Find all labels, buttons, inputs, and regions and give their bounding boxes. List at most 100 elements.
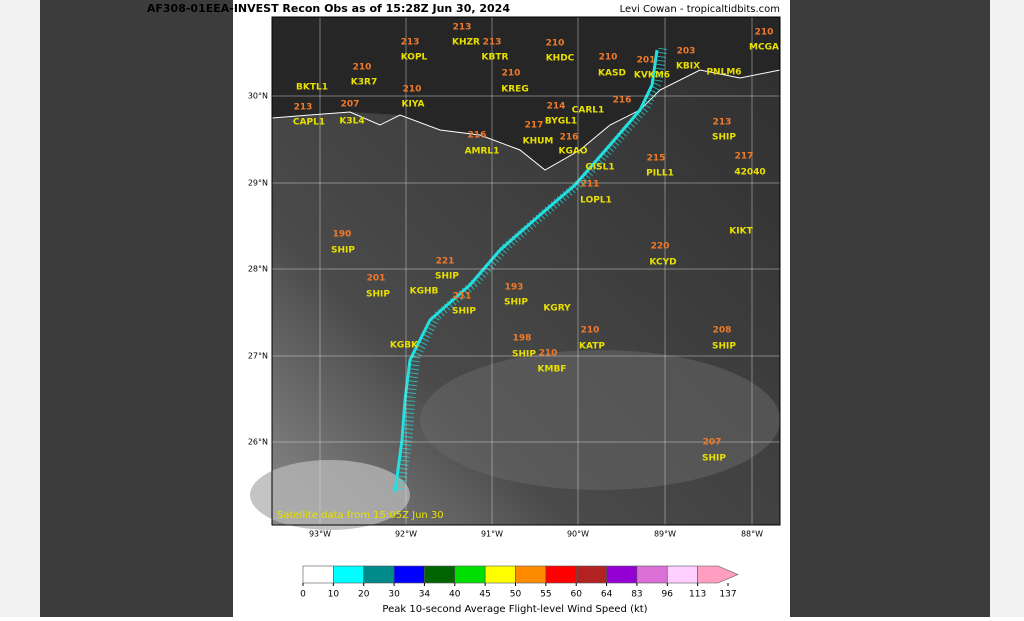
station-value: 213 <box>294 103 313 113</box>
station-name: KGHB <box>410 287 439 297</box>
station-value: 216 <box>613 96 632 106</box>
colorbar-tick-label: 10 <box>328 590 340 600</box>
station-value: 203 <box>677 47 696 57</box>
station-value: 210 <box>539 349 558 359</box>
station-value: 213 <box>483 38 502 48</box>
colorbar-segment <box>333 565 365 584</box>
station-name: KBTR <box>482 53 509 63</box>
station-name: SHIP <box>504 298 528 308</box>
station-name: SHIP <box>331 246 355 256</box>
station-value: 215 <box>647 154 666 164</box>
colorbar-segment <box>636 565 668 584</box>
lat-label: 29°N <box>248 179 268 188</box>
station-value: 201 <box>637 56 656 66</box>
colorbar-tick-label: 60 <box>570 590 582 600</box>
station-name: K3L4 <box>339 117 364 127</box>
station-value: 217 <box>525 121 544 131</box>
colorbar-segment <box>575 565 607 584</box>
colorbar-segment <box>363 565 395 584</box>
station-value: 210 <box>581 326 600 336</box>
blur-left <box>40 0 233 617</box>
station-value: 213 <box>453 23 472 33</box>
station-value: 210 <box>502 69 521 79</box>
wind-barbs <box>396 46 668 490</box>
title: AF308-01EEA-INVEST Recon Obs as of 15:28… <box>147 2 510 15</box>
station-value: 210 <box>755 28 774 38</box>
station-name: KBIX <box>676 62 700 72</box>
station-name: 42040 <box>734 168 765 178</box>
station-value: 211 <box>453 292 472 302</box>
colorbar-segment <box>697 565 739 584</box>
station-name: BKTL1 <box>296 83 328 93</box>
land <box>272 17 780 170</box>
station-value: 207 <box>703 438 722 448</box>
colorbar-segment <box>606 565 638 584</box>
lat-label: 28°N <box>248 265 268 274</box>
station-value: 214 <box>547 102 566 112</box>
station-name: PILL1 <box>646 169 674 179</box>
lon-label: 92°W <box>395 530 417 539</box>
station-name: KIKT <box>729 227 753 237</box>
cloud <box>420 350 780 490</box>
station-name: KGAO <box>559 147 588 157</box>
station-name: SHIP <box>366 290 390 300</box>
station-value: 221 <box>436 257 455 267</box>
station-value: 210 <box>599 53 618 63</box>
station-name: KHDC <box>546 54 575 64</box>
station-name: MCGA <box>749 43 779 53</box>
station-name: SHIP <box>452 307 476 317</box>
blur-right <box>790 0 990 617</box>
station-value: 207 <box>341 100 360 110</box>
station-name: KHUM <box>523 137 554 147</box>
colorbar-tick-label: 113 <box>689 590 706 600</box>
station-name: KASD <box>598 69 626 79</box>
station-name: K3R7 <box>351 78 377 88</box>
colorbar-tick-label: 45 <box>479 590 490 600</box>
lat-label: 26°N <box>248 438 268 447</box>
station-value: 210 <box>546 39 565 49</box>
colorbar-tick-label: 96 <box>662 590 674 600</box>
credit: Levi Cowan - tropicaltidbits.com <box>620 4 780 15</box>
station-name: LOPL1 <box>580 196 612 206</box>
station-name: AMRL1 <box>465 147 500 157</box>
colorbar-segment <box>545 565 577 584</box>
colorbar-tick-label: 30 <box>388 590 400 600</box>
colorbar-tick-label: 0 <box>300 590 306 600</box>
station-name: KHZR <box>452 38 480 48</box>
colorbar-segment <box>454 565 486 584</box>
station-value: 190 <box>333 230 352 240</box>
station-value: 213 <box>713 118 732 128</box>
station-value: 220 <box>651 242 670 252</box>
station-name: CAPL1 <box>293 118 325 128</box>
lat-label: 30°N <box>248 92 268 101</box>
coastline <box>271 69 781 171</box>
station-value: 201 <box>367 274 386 284</box>
cloud <box>250 460 410 530</box>
station-value: 208 <box>713 326 732 336</box>
colorbar-tick-label: 83 <box>631 590 642 600</box>
station-name: SHIP <box>435 272 459 282</box>
station-name: KGBK <box>390 341 419 351</box>
station-value: 216 <box>560 133 579 143</box>
satellite-note: Satellite data from 15:05Z Jun 30 <box>277 510 444 521</box>
station-value: 211 <box>581 180 600 190</box>
station-name: KATP <box>579 342 605 352</box>
station-value: 210 <box>353 63 372 73</box>
station-name: KIYA <box>402 100 425 110</box>
colorbar-segment <box>424 565 456 584</box>
colorbar-tick-label: 50 <box>510 590 522 600</box>
station-name: BYGL1 <box>545 117 577 127</box>
station-value: 193 <box>505 283 524 293</box>
lon-label: 89°W <box>654 530 676 539</box>
station-name: KMBF <box>538 365 567 375</box>
flight-track <box>393 49 659 493</box>
station-name: SHIP <box>712 133 736 143</box>
map-frame <box>271 16 781 526</box>
colorbar-tick-label: 55 <box>540 590 551 600</box>
colorbar-segment <box>484 565 516 584</box>
station-name: PNLM6 <box>706 68 741 78</box>
colorbar-label: Peak 10-second Average Flight-level Wind… <box>382 604 647 615</box>
station-value: 210 <box>403 85 422 95</box>
station-name: KOPL <box>401 53 428 63</box>
